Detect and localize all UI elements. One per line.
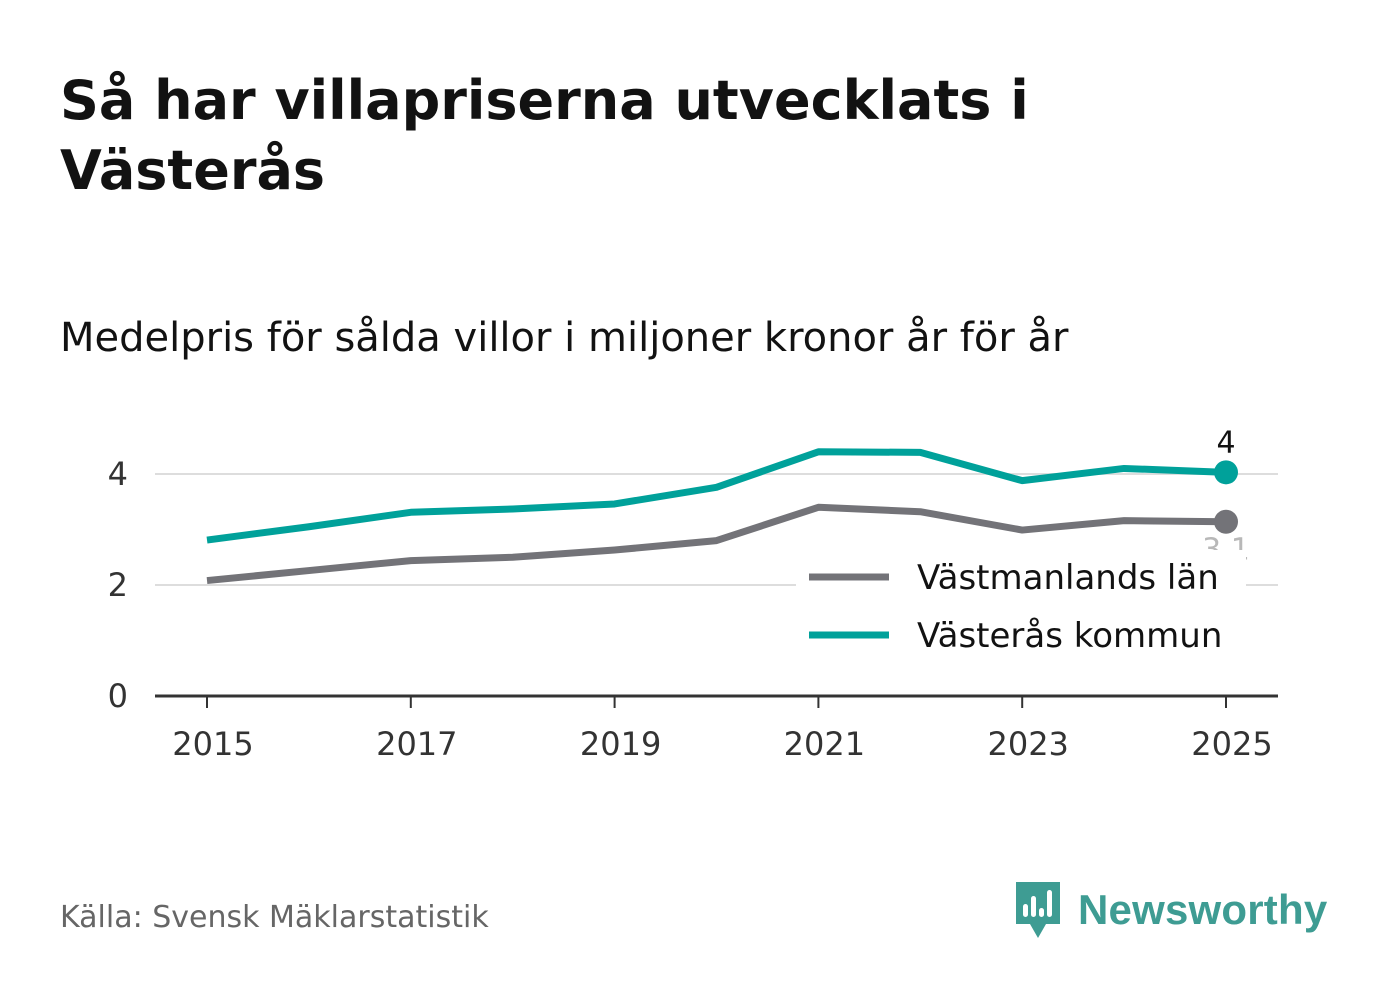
series-end-label-1: 4 [1216, 425, 1235, 460]
chart-title: Så har villapriserna utvecklats i Väster… [60, 69, 1029, 202]
x-tick-label: 2017 [376, 725, 457, 763]
brand-name: Newsworthy [1078, 886, 1328, 933]
series-end-point-1 [1214, 460, 1238, 485]
source-note: Källa: Svensk Mäklarstatistik [60, 900, 489, 935]
y-tick-label: 0 [108, 677, 128, 715]
x-tick-label: 2023 [987, 725, 1068, 763]
legend-layer: Västmanlands län Västerås kommun [796, 550, 1246, 662]
series-layer: 3,14 [206, 425, 1250, 585]
series-end-point-0 [1214, 509, 1238, 534]
x-tick-label: 2025 [1191, 725, 1272, 763]
chart-subtitle: Medelpris för sålda villor i miljoner kr… [60, 315, 1069, 361]
series-line-0 [206, 503, 1227, 585]
newsworthy-logo-icon [1016, 882, 1060, 938]
y-tick-label: 4 [108, 455, 128, 493]
brand-logo: Newsworthy [1012, 878, 1327, 942]
x-tick-label: 2015 [172, 725, 253, 763]
legend-background [796, 550, 1246, 662]
legend-label-1: Västerås kommun [917, 616, 1222, 656]
series-line-1 [206, 448, 1227, 544]
y-tick-label: 2 [108, 566, 128, 604]
axis-layer: 0 2 4 2015 2017 2019 2021 2023 2025 [108, 455, 1278, 763]
legend-label-0: Västmanlands län [917, 558, 1219, 598]
x-tick-label: 2021 [784, 725, 865, 763]
x-tick-label: 2019 [580, 725, 661, 763]
